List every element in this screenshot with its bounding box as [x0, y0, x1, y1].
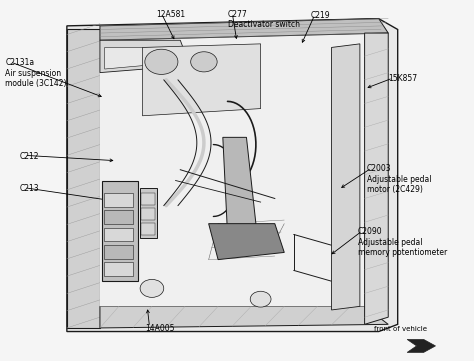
Polygon shape — [104, 210, 133, 224]
Text: C2003
Adjustable pedal
motor (2C429): C2003 Adjustable pedal motor (2C429) — [367, 164, 431, 194]
Text: C2131a
Air suspension
module (3C142): C2131a Air suspension module (3C142) — [5, 58, 67, 88]
Polygon shape — [331, 44, 360, 310]
Text: 15K857: 15K857 — [388, 74, 418, 83]
Polygon shape — [104, 245, 133, 258]
Text: front of vehicle: front of vehicle — [374, 326, 427, 332]
Circle shape — [145, 49, 178, 74]
Circle shape — [191, 52, 217, 72]
Text: C213: C213 — [19, 184, 39, 193]
Polygon shape — [67, 19, 398, 331]
Polygon shape — [102, 180, 138, 281]
Polygon shape — [104, 262, 133, 276]
Polygon shape — [141, 193, 155, 205]
Circle shape — [250, 291, 271, 307]
Circle shape — [140, 279, 164, 297]
Text: 14A005: 14A005 — [145, 323, 174, 332]
Polygon shape — [67, 30, 100, 328]
Polygon shape — [100, 19, 388, 40]
Text: C212: C212 — [19, 152, 39, 161]
Polygon shape — [100, 33, 365, 306]
Polygon shape — [365, 33, 388, 324]
Polygon shape — [141, 223, 155, 235]
Text: C2090
Adjustable pedal
memory potentiometer: C2090 Adjustable pedal memory potentiome… — [357, 227, 447, 257]
Text: 12A581: 12A581 — [156, 10, 186, 19]
Text: C277
Deactivator switch: C277 Deactivator switch — [228, 10, 300, 29]
Polygon shape — [104, 193, 133, 207]
Polygon shape — [143, 44, 261, 116]
Polygon shape — [209, 224, 284, 260]
Polygon shape — [407, 339, 436, 352]
Polygon shape — [100, 40, 190, 73]
Polygon shape — [140, 188, 156, 238]
Polygon shape — [104, 227, 133, 241]
Polygon shape — [100, 306, 388, 328]
Polygon shape — [141, 208, 155, 220]
Text: C219: C219 — [310, 11, 330, 20]
Polygon shape — [223, 137, 256, 234]
Polygon shape — [105, 47, 185, 69]
